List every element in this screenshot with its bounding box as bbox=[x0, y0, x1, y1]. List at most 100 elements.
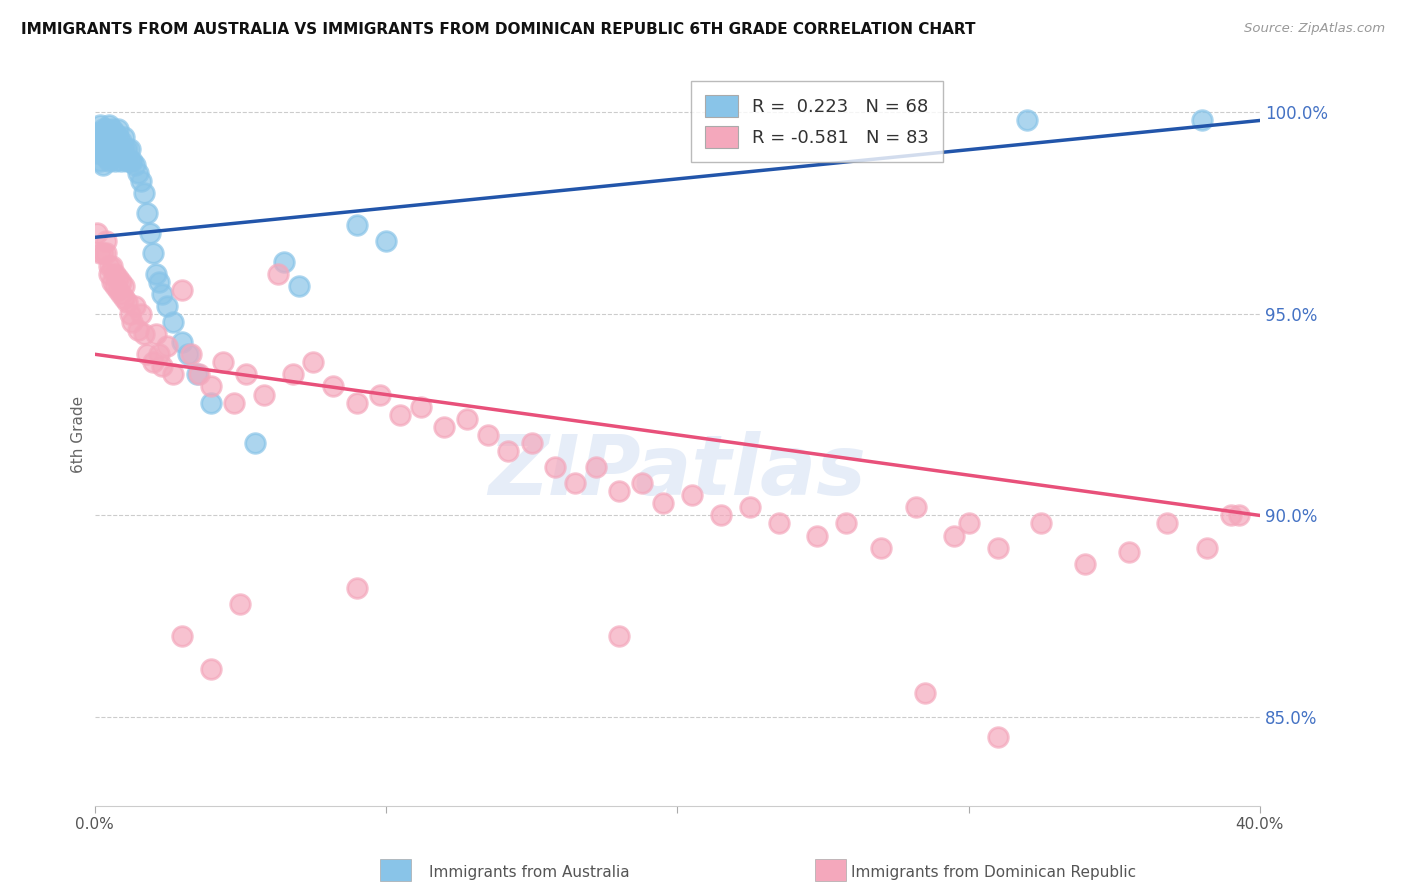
Point bbox=[104, 142, 127, 156]
Point bbox=[281, 368, 304, 382]
Point bbox=[150, 359, 173, 374]
Point bbox=[139, 227, 162, 241]
Point bbox=[101, 134, 124, 148]
Point bbox=[1156, 516, 1178, 531]
Point bbox=[112, 291, 135, 305]
Point bbox=[127, 166, 149, 180]
Point bbox=[200, 662, 222, 676]
Point bbox=[145, 327, 167, 342]
Point bbox=[224, 395, 246, 409]
Point bbox=[96, 150, 118, 164]
Point bbox=[835, 516, 858, 531]
Point bbox=[96, 142, 118, 156]
Point bbox=[104, 134, 127, 148]
Point bbox=[651, 496, 673, 510]
Point bbox=[806, 528, 828, 542]
Point bbox=[127, 323, 149, 337]
Point bbox=[368, 387, 391, 401]
Point bbox=[142, 355, 165, 369]
Point bbox=[148, 275, 170, 289]
Point bbox=[96, 235, 118, 249]
Point bbox=[110, 286, 132, 301]
Point bbox=[104, 153, 127, 168]
Point bbox=[86, 137, 108, 152]
Point bbox=[110, 275, 132, 289]
Point bbox=[142, 246, 165, 260]
Point bbox=[91, 129, 114, 144]
Point bbox=[98, 267, 121, 281]
Text: Immigrants from Dominican Republic: Immigrants from Dominican Republic bbox=[851, 865, 1136, 880]
Point bbox=[112, 278, 135, 293]
Point bbox=[104, 267, 127, 281]
Point bbox=[89, 153, 111, 168]
Point bbox=[389, 408, 412, 422]
Point bbox=[107, 129, 129, 144]
Point bbox=[957, 516, 980, 531]
Point bbox=[96, 246, 118, 260]
Point bbox=[91, 137, 114, 152]
Point bbox=[162, 368, 184, 382]
Point bbox=[170, 335, 193, 350]
Point bbox=[101, 142, 124, 156]
Point bbox=[89, 118, 111, 132]
Legend: R =  0.223   N = 68, R = -0.581   N = 83: R = 0.223 N = 68, R = -0.581 N = 83 bbox=[690, 80, 943, 162]
Point bbox=[1031, 516, 1053, 531]
Point bbox=[98, 145, 121, 160]
Point bbox=[346, 219, 368, 233]
Point bbox=[107, 270, 129, 285]
Point bbox=[118, 153, 141, 168]
Point bbox=[91, 145, 114, 160]
Point bbox=[409, 400, 432, 414]
Point bbox=[496, 444, 519, 458]
Point bbox=[104, 278, 127, 293]
Point bbox=[433, 419, 456, 434]
Point bbox=[768, 516, 790, 531]
Point bbox=[252, 387, 274, 401]
Point bbox=[129, 307, 152, 321]
Point bbox=[107, 283, 129, 297]
Point bbox=[107, 142, 129, 156]
Point bbox=[112, 129, 135, 144]
Text: Immigrants from Australia: Immigrants from Australia bbox=[429, 865, 630, 880]
Point bbox=[235, 368, 257, 382]
Point bbox=[1197, 541, 1219, 555]
Point bbox=[287, 278, 309, 293]
Text: ZIPatlas: ZIPatlas bbox=[488, 432, 866, 512]
Point bbox=[273, 254, 295, 268]
Point bbox=[89, 126, 111, 140]
Point bbox=[91, 158, 114, 172]
Point bbox=[544, 460, 567, 475]
Point bbox=[96, 121, 118, 136]
Point bbox=[115, 142, 138, 156]
Point bbox=[115, 153, 138, 168]
Point bbox=[124, 158, 146, 172]
Point bbox=[107, 121, 129, 136]
Point bbox=[681, 488, 703, 502]
Point bbox=[118, 142, 141, 156]
Point bbox=[86, 126, 108, 140]
Point bbox=[98, 137, 121, 152]
Point bbox=[200, 395, 222, 409]
Point bbox=[477, 427, 499, 442]
Point bbox=[121, 153, 143, 168]
Point bbox=[110, 134, 132, 148]
Point bbox=[987, 541, 1010, 555]
Point bbox=[89, 134, 111, 148]
Point bbox=[121, 315, 143, 329]
Point bbox=[136, 206, 159, 220]
Point bbox=[124, 299, 146, 313]
Point bbox=[267, 267, 290, 281]
Point bbox=[170, 629, 193, 643]
Point bbox=[98, 118, 121, 132]
Point bbox=[145, 267, 167, 281]
Point bbox=[374, 235, 396, 249]
Point bbox=[1118, 544, 1140, 558]
Point bbox=[162, 315, 184, 329]
Point bbox=[1219, 508, 1241, 523]
Text: IMMIGRANTS FROM AUSTRALIA VS IMMIGRANTS FROM DOMINICAN REPUBLIC 6TH GRADE CORREL: IMMIGRANTS FROM AUSTRALIA VS IMMIGRANTS … bbox=[21, 22, 976, 37]
Point bbox=[564, 476, 586, 491]
Point bbox=[110, 142, 132, 156]
Point bbox=[987, 730, 1010, 744]
Point bbox=[905, 500, 928, 515]
Point bbox=[136, 347, 159, 361]
